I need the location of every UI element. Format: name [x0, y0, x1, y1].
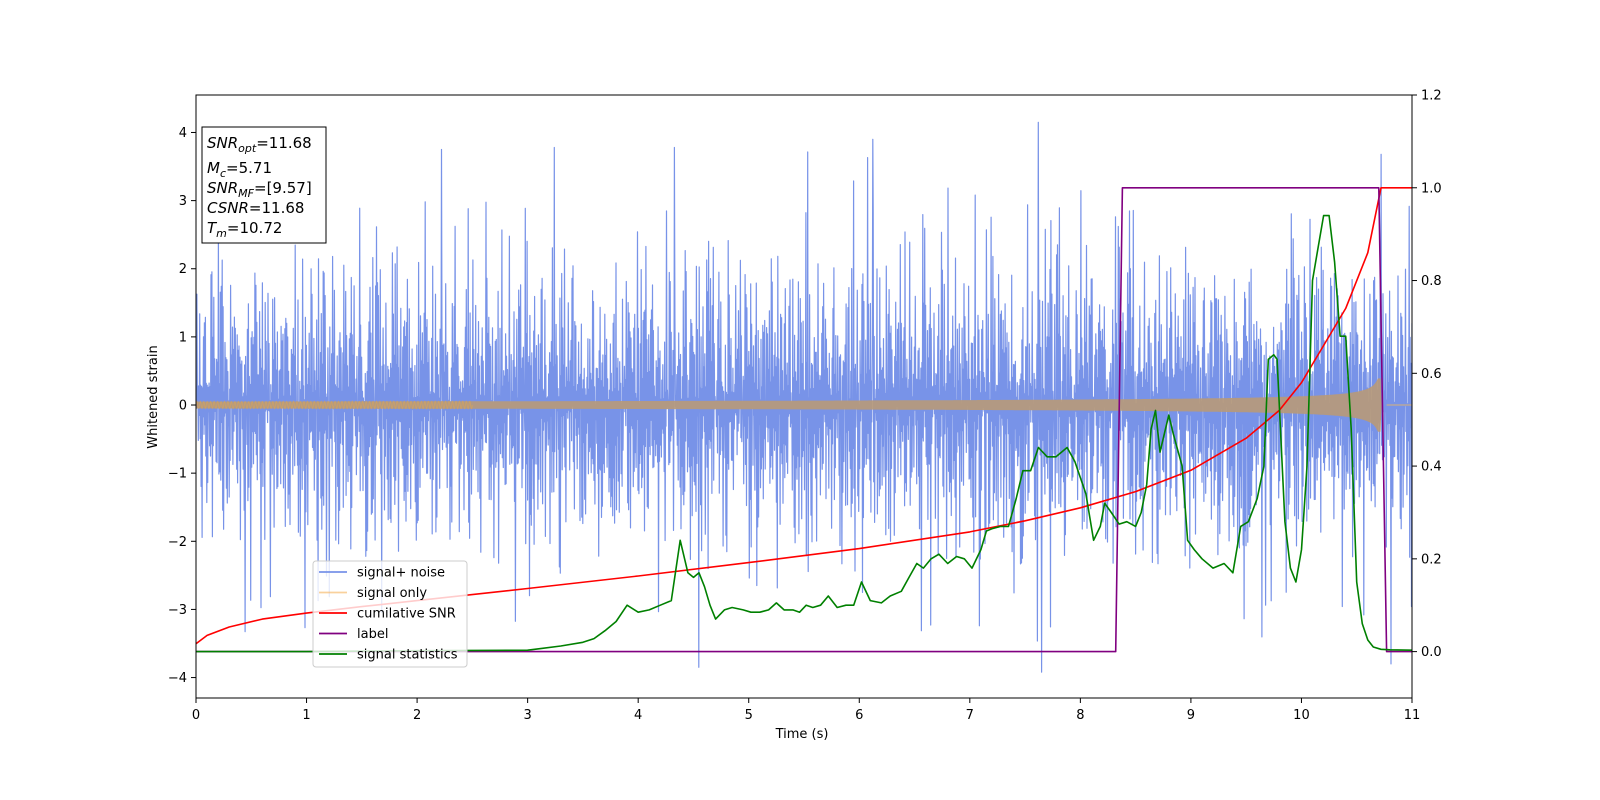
x-tick-label: 9 — [1187, 708, 1195, 723]
y2-tick-label: 1.2 — [1421, 89, 1442, 104]
y-tick-label: 3 — [179, 194, 187, 209]
y-axis-label: Whitened strain — [146, 345, 161, 448]
annotation-line: Tm=10.72 — [207, 219, 282, 240]
annotation-box — [201, 126, 327, 244]
x-tick-label: 4 — [634, 708, 642, 723]
series-signal-noise — [196, 121, 1412, 673]
y-tick-label: −1 — [168, 467, 187, 482]
plot-frame — [195, 94, 1413, 699]
x-tick-label: 2 — [413, 708, 421, 723]
y2-tick-label: 0.4 — [1421, 460, 1442, 475]
y2-tick-label: 0.6 — [1421, 367, 1442, 382]
x-tick-label: 6 — [855, 708, 863, 723]
legend-entry: signal statistics — [357, 648, 458, 663]
y-tick-label: 0 — [179, 399, 187, 414]
x-tick-label: 11 — [1404, 708, 1421, 723]
series-cumilative-snr — [196, 187, 1412, 645]
legend — [312, 560, 468, 668]
y-tick-label: −2 — [168, 535, 187, 550]
y-tick-label: −3 — [168, 603, 187, 618]
series-signal-statistics — [196, 214, 1412, 653]
y-tick-label: 4 — [179, 126, 187, 141]
x-tick-label: 3 — [523, 708, 531, 723]
y-tick-label: −4 — [168, 671, 187, 686]
annotation-line: SNRMF=[9.57] — [207, 179, 312, 200]
annotation-line: SNRopt=11.68 — [207, 134, 312, 155]
y2-tick-label: 1.0 — [1421, 181, 1442, 196]
x-tick-label: 8 — [1076, 708, 1084, 723]
x-axis-label: Time (s) — [775, 727, 829, 742]
series-signal-only-oscillation — [196, 400, 473, 410]
x-tick-label: 10 — [1293, 708, 1310, 723]
x-tick-label: 0 — [192, 708, 200, 723]
legend-entry: cumilative SNR — [357, 607, 456, 622]
legend-entry: signal+ noise — [357, 566, 445, 581]
y2-tick-label: 0.8 — [1421, 274, 1442, 289]
series-signal-only — [196, 378, 1387, 432]
legend-entry: signal only — [357, 586, 427, 601]
x-tick-label: 5 — [745, 708, 753, 723]
y2-tick-label: 0.0 — [1421, 645, 1442, 660]
annotation-line: CSNR=11.68 — [207, 199, 304, 217]
y-tick-label: 2 — [179, 262, 187, 277]
series-label — [196, 187, 1412, 653]
legend-entry: label — [357, 627, 388, 642]
y-tick-label: 1 — [179, 330, 187, 345]
y2-tick-label: 0.2 — [1421, 552, 1442, 567]
x-tick-label: 7 — [966, 708, 974, 723]
x-tick-label: 1 — [302, 708, 310, 723]
annotation-line: Mc=5.71 — [207, 159, 272, 180]
